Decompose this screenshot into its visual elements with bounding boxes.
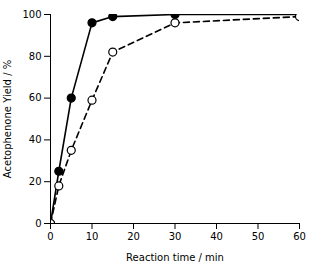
- svg-text:0: 0: [47, 231, 53, 242]
- svg-text:10: 10: [86, 231, 99, 242]
- svg-text:40: 40: [29, 134, 42, 145]
- svg-text:0: 0: [35, 218, 41, 229]
- svg-text:Reaction time / min: Reaction time / min: [126, 252, 224, 263]
- svg-text:100: 100: [22, 9, 41, 20]
- svg-text:Acetophenone Yield / %: Acetophenone Yield / %: [2, 60, 13, 178]
- svg-text:60: 60: [29, 92, 42, 103]
- svg-text:40: 40: [210, 231, 223, 242]
- svg-text:60: 60: [293, 231, 306, 242]
- svg-text:20: 20: [127, 231, 140, 242]
- svg-text:50: 50: [252, 231, 265, 242]
- svg-text:20: 20: [29, 176, 42, 187]
- svg-text:30: 30: [169, 231, 182, 242]
- svg-text:80: 80: [29, 51, 42, 62]
